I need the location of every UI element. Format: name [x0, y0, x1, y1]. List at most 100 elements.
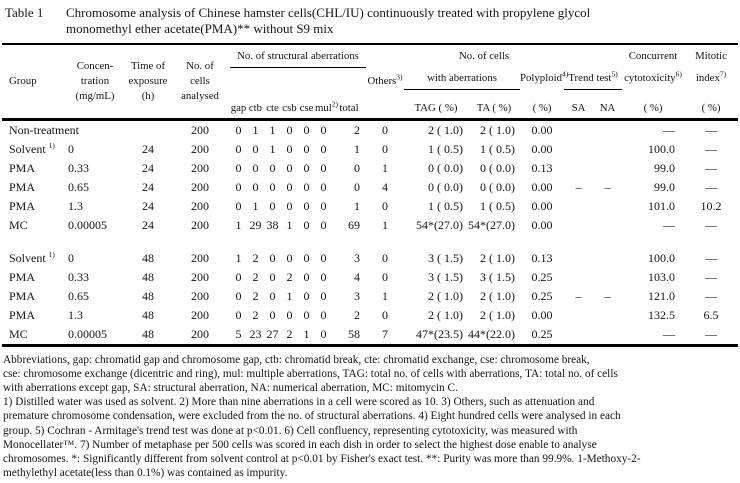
cell-polyploid: 0.00	[531, 122, 553, 137]
cell-cells: 200	[191, 250, 209, 265]
cell-conc: 0.00005	[68, 326, 107, 341]
cell-group: Solvent 1)	[9, 140, 55, 156]
cell-total: 1	[354, 198, 360, 213]
cell-csb: 0	[286, 141, 293, 156]
cell-cells: 200	[191, 122, 209, 137]
cell-cells: 200	[191, 326, 209, 341]
cell-cte: 38	[266, 217, 279, 232]
cell-cyto: 99.0	[654, 160, 676, 175]
cell-mitotic: —	[705, 288, 718, 303]
footnote-line: premature chromosome condensation, were …	[3, 410, 621, 423]
cell-cells: 200	[191, 217, 209, 232]
cell-mitotic: —	[705, 141, 718, 156]
cell-csb: 0	[286, 198, 293, 213]
cell-mul: 0	[320, 288, 327, 303]
table-row: Solvent 1) 0 48 200 1 2 0 0 0 0 3 0 3 ( 1.5) 2 ( 1.0)…	[2, 249, 738, 268]
cell-ta: 1 ( 0.5)	[480, 141, 515, 156]
cell-csb: 1	[286, 288, 293, 303]
cell-others: 1	[382, 288, 388, 303]
col-header-cytotoxicity: cytotoxicity6)	[624, 69, 682, 85]
cell-time: 48	[142, 269, 154, 284]
table-row: Solvent 1) 0 24 200 0 0 1 0 0 0 1 0 1 ( 0.5) 1 ( 0.5)…	[2, 140, 738, 159]
cell-mul: 0	[320, 122, 327, 137]
cell-polyploid: 0.25	[531, 288, 553, 303]
table-title-line2: monomethyl ether acetate(PMA)** without …	[66, 21, 334, 36]
cell-gap: 5	[235, 326, 242, 341]
cell-na	[593, 119, 622, 140]
footnotes: Abbreviations, gap: chromatid gap and ch…	[0, 347, 740, 481]
cell-mitotic: 6.5	[703, 307, 719, 322]
footnote-line: methylethyl acetate(less than 0.1%) was …	[3, 467, 288, 480]
cell-cte: 27	[266, 326, 279, 341]
cell-cyto: 101.0	[648, 198, 676, 213]
cell-polyploid: 0.00	[531, 307, 553, 322]
cell-group: PMA	[9, 269, 36, 284]
cell-gap: 0	[235, 160, 242, 175]
results-table: Group Concen- tration (mg/mL) Time of ex…	[2, 43, 739, 347]
cell-mitotic: —	[705, 269, 718, 284]
cell-cse: 0	[303, 122, 310, 137]
cell-gap: 0	[235, 179, 242, 194]
cell-conc: 0.33	[68, 160, 89, 175]
table-header: Group Concen- tration (mg/mL) Time of ex…	[2, 44, 739, 119]
spacer-cell	[2, 235, 738, 249]
cell-group: Solvent 1)	[9, 249, 55, 265]
cell-tag: 1 ( 0.5)	[428, 198, 463, 213]
cell-ctb: 2	[252, 288, 259, 303]
cell-gap: 0	[235, 288, 242, 303]
cell-cells: 200	[191, 288, 209, 303]
cell-ctb: 0	[252, 141, 259, 156]
cell-cse: 0	[303, 141, 310, 156]
cell-sa	[564, 249, 593, 268]
cell-ctb: 29	[249, 217, 262, 232]
cell-ctb: 0	[252, 160, 259, 175]
cell-tag: 2 ( 1.0)	[428, 307, 463, 322]
cell-time	[126, 119, 170, 140]
cell-cyto: 132.5	[648, 307, 676, 322]
footnote-line: Monocellater™. 7) Number of metaphase pe…	[3, 438, 597, 451]
cell-total: 0	[354, 179, 360, 194]
cell-mitotic: —	[705, 122, 718, 137]
cell-polyploid: 0.13	[531, 160, 553, 175]
col-header-sa: SA	[571, 101, 586, 114]
cell-sa	[564, 140, 593, 159]
cell-ta: 2 ( 1.0)	[480, 288, 515, 303]
cell-polyploid: 0.25	[531, 269, 553, 284]
cell-sa	[564, 159, 593, 178]
col-header-trend-test: Trend test5)	[564, 67, 623, 90]
col-header-concurrent: Concurrent	[628, 50, 678, 63]
footnote-line: group. 5) Cochran - Armitage's trend tes…	[3, 424, 578, 437]
cell-time: 48	[142, 307, 154, 322]
cell-na	[593, 306, 622, 325]
cell-group: PMA	[9, 179, 36, 194]
cell-mitotic: —	[705, 179, 718, 194]
cell-cse: 0	[303, 198, 310, 213]
table-row: PMA 0.65 24 200 0 0 0 0 0 0 0 4 0 ( 0.0) 0 ( 0.0) 0.00…	[2, 178, 738, 197]
cell-mul: 0	[320, 269, 327, 284]
cell-total: 0	[354, 160, 360, 175]
cell-others: 7	[382, 326, 388, 341]
cell-time: 24	[142, 160, 154, 175]
table-title-line1: Chromosome analysis of Chinese hamster c…	[66, 5, 591, 20]
cell-mitotic: —	[705, 217, 718, 232]
cell-cells: 200	[191, 179, 209, 194]
col-header-concentration: Concen- tration (mg/mL)	[75, 59, 115, 102]
cell-tag: 2 ( 1.0)	[428, 122, 463, 137]
col-header-group: Group	[9, 75, 37, 88]
cell-ctb: 2	[252, 250, 259, 265]
col-header-na: NA	[599, 101, 616, 114]
cell-others: 0	[382, 269, 388, 284]
cell-time: 24	[142, 179, 154, 194]
cell-time: 24	[142, 198, 154, 213]
cell-mitotic: —	[705, 326, 718, 341]
cell-csb: 0	[286, 160, 293, 175]
cell-cyto: 121.0	[648, 288, 676, 303]
cell-csb: 2	[286, 326, 293, 341]
footnote-line: chromosomes. *: Significantly different …	[3, 452, 641, 465]
footnote-line: with aberrations except gap, SA: structu…	[3, 381, 458, 394]
cell-time: 24	[142, 141, 154, 156]
cell-sa: –	[575, 179, 582, 194]
table-row: PMA 1.3 24 200 0 1 0 0 0 0 1 0 1 ( 0.5) 1 ( 0.5) 0.00 1…	[2, 197, 738, 216]
cell-time: 48	[142, 288, 154, 303]
cell-cyto: —	[663, 217, 676, 232]
